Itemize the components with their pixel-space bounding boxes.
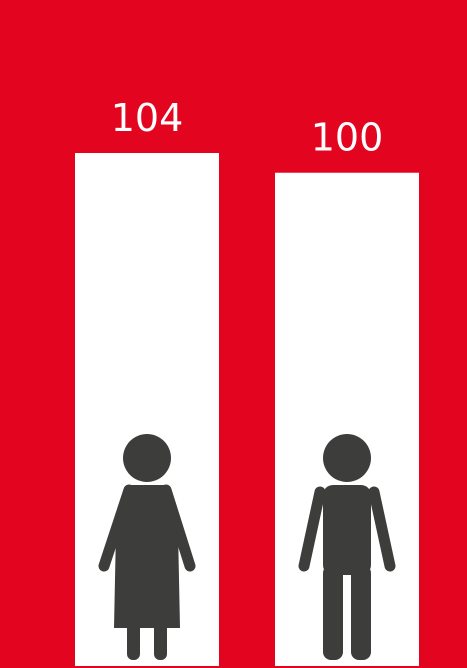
data-label-women: 104 [111,96,184,140]
man-icon [298,434,396,660]
data-label-men: 100 [311,116,384,160]
woman-icon [98,434,196,660]
bar-men [275,172,419,666]
